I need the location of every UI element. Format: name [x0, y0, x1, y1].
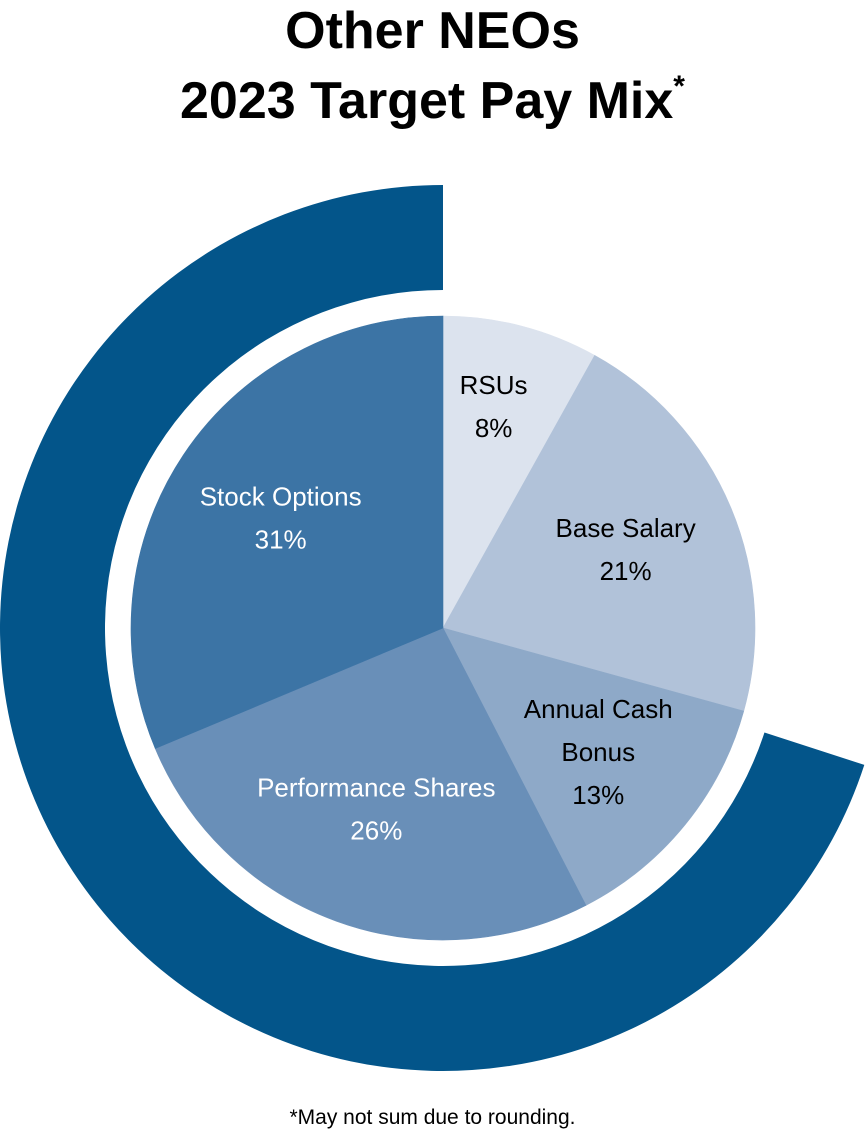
pay-mix-chart: 70% Performance-Linked RSUs 8% Base Salary 2… [0, 0, 865, 1071]
slice-performance-shares-label: Performance Shares [257, 773, 495, 803]
slice-performance-shares [154, 627, 587, 941]
footnote: *May not sum due to rounding. [289, 1106, 576, 1129]
title-text-2: 2023 Target Pay Mix [180, 72, 674, 130]
slice-performance-shares-value-label: 26% [350, 816, 402, 846]
ring-label: 70% Performance-Linked [0, 0, 24, 12]
slice-stock-options-label: Stock Options [200, 481, 362, 511]
title-footnote-marker: * [673, 70, 685, 103]
slice-rsus [442, 315, 596, 630]
slice-stock-options [130, 315, 444, 749]
slice-base-salary [442, 354, 756, 712]
slice-rsus-value-label: 8% [475, 413, 513, 443]
slice-annual-cash-bonus-value-label: 13% [572, 780, 624, 810]
chart-title-line1: Other NEOs [0, 0, 865, 62]
chart-title-line2: 2023 Target Pay Mix* [0, 70, 865, 132]
slice-base-salary-label: Base Salary [556, 513, 696, 543]
slice-annual-cash-bonus-label: Bonus [561, 737, 635, 767]
slice-stock-options-value-label: 31% [255, 524, 307, 554]
slice-annual-cash-bonus [442, 627, 745, 906]
title-text-1: Other NEOs [285, 2, 580, 60]
slice-annual-cash-bonus-label: Annual Cash [524, 694, 673, 724]
slice-rsus-label: RSUs [460, 370, 528, 400]
slice-base-salary-value-label: 21% [600, 556, 652, 586]
